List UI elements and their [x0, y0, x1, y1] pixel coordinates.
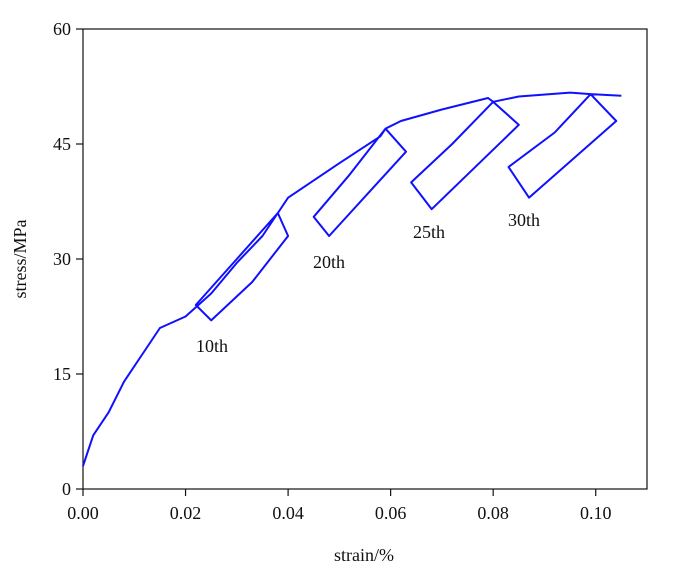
x-tick-label: 0.02: [170, 503, 202, 523]
y-tick-label: 30: [53, 249, 71, 269]
annotation: 10th: [196, 336, 228, 356]
x-axis-label: strain/%: [334, 545, 394, 565]
x-tick-label: 0.04: [272, 503, 304, 523]
annotation: 30th: [508, 210, 540, 230]
x-tick-label: 0.08: [477, 503, 509, 523]
plot-frame: [82, 28, 648, 490]
y-tick-label: 15: [53, 364, 71, 384]
y-tick-label: 0: [62, 479, 71, 499]
y-tick-label: 45: [53, 134, 71, 154]
annotation: 20th: [313, 252, 345, 272]
data-line: [82, 91, 622, 467]
annotation: 25th: [413, 222, 445, 242]
x-tick-label: 0.00: [67, 503, 99, 523]
x-tick-label: 0.06: [375, 503, 407, 523]
x-tick-label: 0.10: [580, 503, 612, 523]
y-axis-label: stress/MPa: [10, 219, 30, 298]
y-tick-label: 60: [53, 19, 71, 39]
